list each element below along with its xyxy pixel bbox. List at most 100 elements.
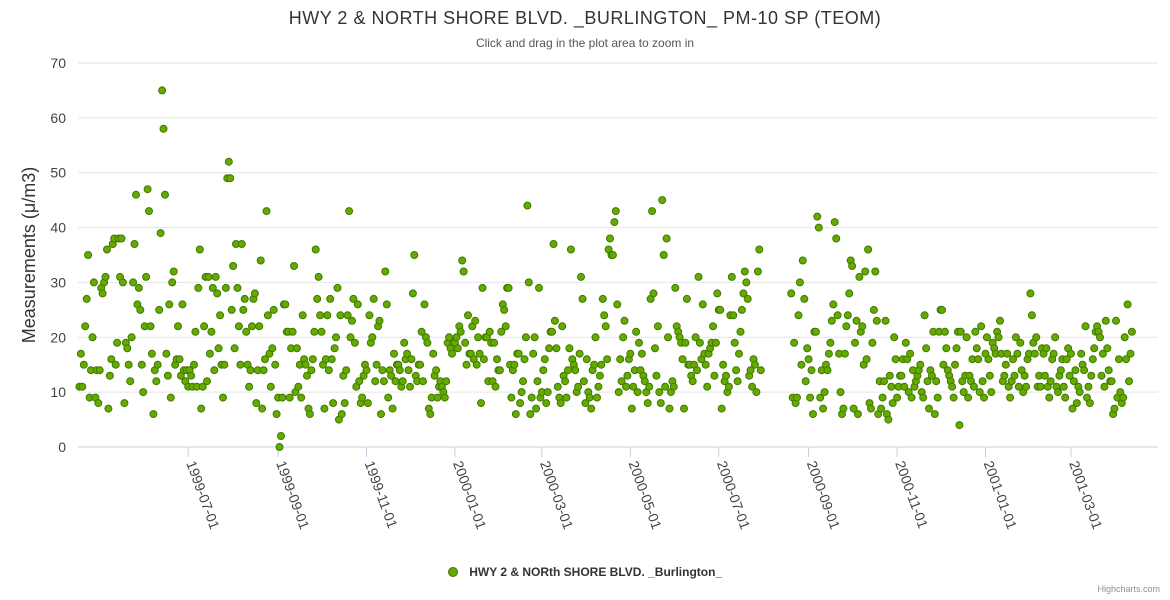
- data-point[interactable]: [145, 207, 153, 216]
- data-point[interactable]: [398, 377, 407, 386]
- data-point[interactable]: [204, 272, 213, 281]
- data-point[interactable]: [472, 360, 481, 369]
- data-point[interactable]: [239, 305, 248, 314]
- data-point[interactable]: [311, 245, 320, 254]
- data-point[interactable]: [820, 388, 829, 397]
- data-point[interactable]: [804, 355, 813, 364]
- data-point[interactable]: [795, 278, 804, 287]
- data-point[interactable]: [669, 382, 678, 391]
- data-point[interactable]: [890, 333, 899, 342]
- data-point[interactable]: [98, 289, 107, 298]
- data-point[interactable]: [849, 404, 858, 413]
- data-point[interactable]: [578, 294, 587, 303]
- data-point[interactable]: [996, 316, 1004, 325]
- data-point[interactable]: [169, 267, 178, 276]
- data-point[interactable]: [1114, 355, 1123, 364]
- data-point[interactable]: [520, 355, 529, 364]
- data-point[interactable]: [678, 355, 687, 364]
- data-point[interactable]: [1084, 382, 1093, 391]
- data-point[interactable]: [510, 360, 519, 369]
- data-point[interactable]: [566, 245, 575, 254]
- data-point[interactable]: [369, 294, 378, 303]
- data-point[interactable]: [722, 371, 730, 380]
- data-point[interactable]: [1056, 366, 1065, 375]
- data-point[interactable]: [549, 240, 558, 248]
- data-point[interactable]: [375, 316, 384, 325]
- data-point[interactable]: [252, 399, 261, 408]
- data-point[interactable]: [134, 283, 143, 292]
- data-point[interactable]: [550, 316, 559, 325]
- data-point[interactable]: [337, 410, 346, 419]
- data-point[interactable]: [610, 218, 619, 227]
- data-point[interactable]: [292, 344, 301, 353]
- data-point[interactable]: [548, 327, 556, 336]
- data-point[interactable]: [959, 388, 968, 397]
- data-point[interactable]: [691, 333, 700, 342]
- data-point[interactable]: [187, 371, 196, 380]
- data-point[interactable]: [801, 377, 810, 386]
- data-point[interactable]: [1040, 371, 1049, 380]
- data-point[interactable]: [521, 333, 530, 342]
- data-point[interactable]: [404, 366, 413, 375]
- data-point[interactable]: [694, 272, 703, 281]
- data-point[interactable]: [478, 283, 487, 292]
- data-point[interactable]: [211, 272, 220, 281]
- data-point[interactable]: [126, 377, 135, 386]
- data-point[interactable]: [852, 316, 861, 325]
- data-point[interactable]: [811, 327, 820, 336]
- data-point[interactable]: [429, 349, 438, 358]
- data-point[interactable]: [871, 267, 880, 276]
- data-point[interactable]: [629, 382, 638, 391]
- data-point[interactable]: [1098, 349, 1107, 358]
- data-point[interactable]: [659, 251, 668, 259]
- data-point[interactable]: [371, 377, 380, 386]
- data-point[interactable]: [533, 377, 542, 386]
- data-point[interactable]: [194, 283, 203, 292]
- data-point[interactable]: [1096, 333, 1104, 342]
- data-point[interactable]: [1100, 382, 1109, 391]
- data-point[interactable]: [885, 371, 894, 380]
- data-point[interactable]: [147, 349, 156, 358]
- data-point[interactable]: [195, 245, 204, 254]
- data-point[interactable]: [118, 278, 127, 287]
- data-point[interactable]: [587, 404, 596, 413]
- data-point[interactable]: [103, 245, 111, 254]
- data-point[interactable]: [353, 300, 362, 309]
- data-point[interactable]: [893, 393, 902, 402]
- data-point[interactable]: [419, 377, 427, 386]
- data-point[interactable]: [1119, 393, 1128, 402]
- data-point[interactable]: [794, 311, 803, 320]
- data-point[interactable]: [600, 311, 609, 320]
- data-point[interactable]: [840, 349, 849, 358]
- data-point[interactable]: [384, 393, 393, 402]
- data-point[interactable]: [729, 311, 738, 320]
- data-point[interactable]: [340, 399, 349, 408]
- data-point[interactable]: [616, 355, 625, 364]
- data-point[interactable]: [922, 344, 931, 353]
- data-point[interactable]: [939, 360, 948, 369]
- data-point[interactable]: [523, 201, 532, 210]
- data-point[interactable]: [617, 377, 626, 386]
- data-point[interactable]: [329, 399, 338, 408]
- data-point[interactable]: [191, 327, 200, 336]
- data-point[interactable]: [327, 355, 336, 364]
- data-point[interactable]: [964, 393, 973, 402]
- data-point[interactable]: [104, 404, 113, 413]
- data-point[interactable]: [406, 382, 414, 391]
- data-point[interactable]: [474, 333, 483, 342]
- data-point[interactable]: [938, 305, 946, 314]
- data-point[interactable]: [1016, 338, 1025, 347]
- legend[interactable]: HWY 2 & NORth SHORE BLVD. _Burlington_: [0, 564, 1170, 579]
- data-point[interactable]: [787, 289, 796, 298]
- data-point[interactable]: [1077, 349, 1086, 358]
- data-point[interactable]: [681, 338, 690, 347]
- data-point[interactable]: [1001, 360, 1010, 369]
- data-point[interactable]: [1009, 355, 1017, 364]
- data-point[interactable]: [671, 283, 680, 292]
- data-point[interactable]: [377, 410, 385, 419]
- data-point[interactable]: [891, 355, 900, 364]
- data-point[interactable]: [1051, 333, 1060, 342]
- data-point[interactable]: [752, 388, 761, 397]
- data-point[interactable]: [219, 393, 227, 402]
